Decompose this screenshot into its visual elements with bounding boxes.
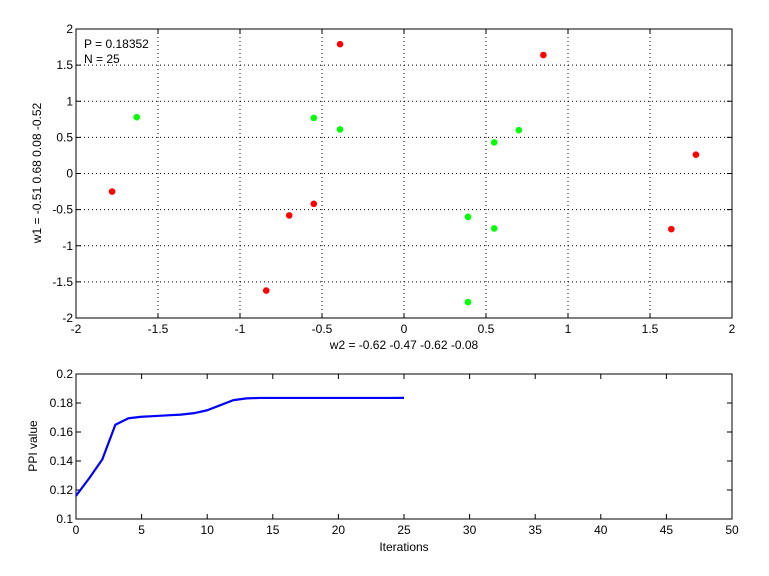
scatter-point <box>515 126 523 134</box>
scatter-point <box>133 113 140 121</box>
axes-frame <box>75 373 733 520</box>
scatter-point <box>692 151 700 159</box>
x-tick-label: 0.5 <box>478 322 495 336</box>
y-tick-label: 0.12 <box>50 483 74 497</box>
x-tick-label: -2 <box>71 322 82 336</box>
x-tick-label: -0.5 <box>312 322 333 336</box>
x-tick-label: 1 <box>565 322 572 336</box>
y-tick-label: 1 <box>66 94 73 108</box>
scatter-point <box>336 40 344 48</box>
line-xlabel: Iterations <box>379 540 428 554</box>
ppi-line <box>75 396 405 497</box>
scatter-point <box>540 51 547 59</box>
x-tick-label: 10 <box>201 523 215 537</box>
x-tick-label: 0 <box>401 322 408 336</box>
plot-area <box>76 374 732 519</box>
line-ylabel: PPI value <box>26 420 40 472</box>
annotation-n-count: N = 25 <box>84 52 120 66</box>
scatter-point <box>464 298 472 306</box>
x-tick-label: 20 <box>332 523 346 537</box>
y-tick-label: -1.5 <box>52 275 73 289</box>
x-tick-label: 0 <box>73 523 80 537</box>
x-tick-label: 30 <box>463 523 477 537</box>
x-tick-label: 35 <box>529 523 543 537</box>
x-tick-label: 1.5 <box>642 322 659 336</box>
scatter-point <box>310 200 318 208</box>
x-tick-label: 45 <box>660 523 674 537</box>
scatter-point <box>108 188 116 195</box>
y-tick-label: 0.18 <box>50 396 74 410</box>
x-tick-label: -1 <box>235 322 246 336</box>
x-tick-label: 25 <box>397 523 411 537</box>
scatter-point <box>285 212 293 219</box>
y-tick-label: 1.5 <box>56 58 73 72</box>
scatter-point <box>668 225 675 233</box>
scatter-axes: -2 -1.5 -1 -0.5 0 0.5 1 1.5 2 -2 -1.5 -1 -0.5 0 0.5 1 1.… <box>52 22 735 336</box>
annotation-p-value: P = 0.18352 <box>84 37 149 51</box>
y-tick-label: 0.1 <box>56 512 73 526</box>
axes-frame <box>75 28 733 319</box>
y-tick-label: -1 <box>62 239 73 253</box>
scatter-point <box>464 213 472 221</box>
y-tick-label: -2 <box>62 311 73 325</box>
scatter-point <box>490 139 498 146</box>
y-tick-label: 0.2 <box>56 367 73 381</box>
scatter-point <box>310 114 318 122</box>
y-tick-label: 0 <box>66 167 73 181</box>
y-tick-label: -0.5 <box>52 203 73 217</box>
scatter-point <box>336 126 344 133</box>
y-tick-label: 0.14 <box>50 454 74 468</box>
x-tick-label: 5 <box>138 523 145 537</box>
scatter-ylabel: w1 = -0.51 0.68 0.08 -0.52 <box>30 102 44 244</box>
scatter-point <box>262 287 270 294</box>
y-tick-label: 0.5 <box>56 130 73 144</box>
x-tick-label: 15 <box>266 523 280 537</box>
y-tick-label: 2 <box>66 22 73 36</box>
scatter-xlabel: w2 = -0.62 -0.47 -0.62 -0.08 <box>329 338 479 352</box>
y-tick-label: 0.16 <box>50 425 74 439</box>
scatter-point <box>490 225 498 232</box>
x-tick-label: 40 <box>594 523 608 537</box>
line-axes: 0 5 10 15 20 25 30 35 40 45 50 0.1 0.12 0.14 0.16 0.18 0… <box>50 367 739 537</box>
x-tick-label: 50 <box>725 523 739 537</box>
x-tick-label: 2 <box>729 322 736 336</box>
x-tick-label: -1.5 <box>148 322 169 336</box>
